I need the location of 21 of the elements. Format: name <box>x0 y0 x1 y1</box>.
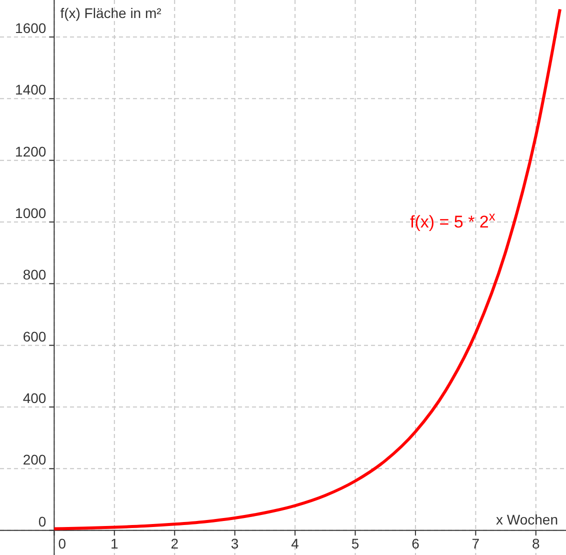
y-tick-label: 600 <box>22 328 46 344</box>
x-tick-label: 1 <box>110 535 119 552</box>
y-tick-label: 1200 <box>15 143 46 160</box>
annotation: f(x) = 5 * 2$^{x}$ <box>410 208 496 232</box>
y-tick-label: 1000 <box>15 205 46 221</box>
x-tick-label: 0 <box>58 535 66 552</box>
x-tick-label: 7 <box>472 535 480 552</box>
y-tick-label: 800 <box>22 266 46 283</box>
y-axis-title: f(x) Fläche in m² <box>60 5 162 21</box>
x-tick-label: 3 <box>230 535 239 552</box>
x-axis-title: x Wochen <box>496 511 558 528</box>
y-tick-label: 1400 <box>15 82 46 98</box>
y-tick-label: 1600 <box>15 20 46 36</box>
y-tick-label: 200 <box>22 452 46 468</box>
x-tick-label: 2 <box>170 535 179 552</box>
x-tick-label: 8 <box>532 535 540 552</box>
y-tick-label: 400 <box>22 390 46 406</box>
x-tick-label: 5 <box>351 535 360 552</box>
y-tick-label: 0 <box>38 513 46 530</box>
x-tick-label: 4 <box>291 535 300 552</box>
x-tick-label: 6 <box>412 535 420 552</box>
